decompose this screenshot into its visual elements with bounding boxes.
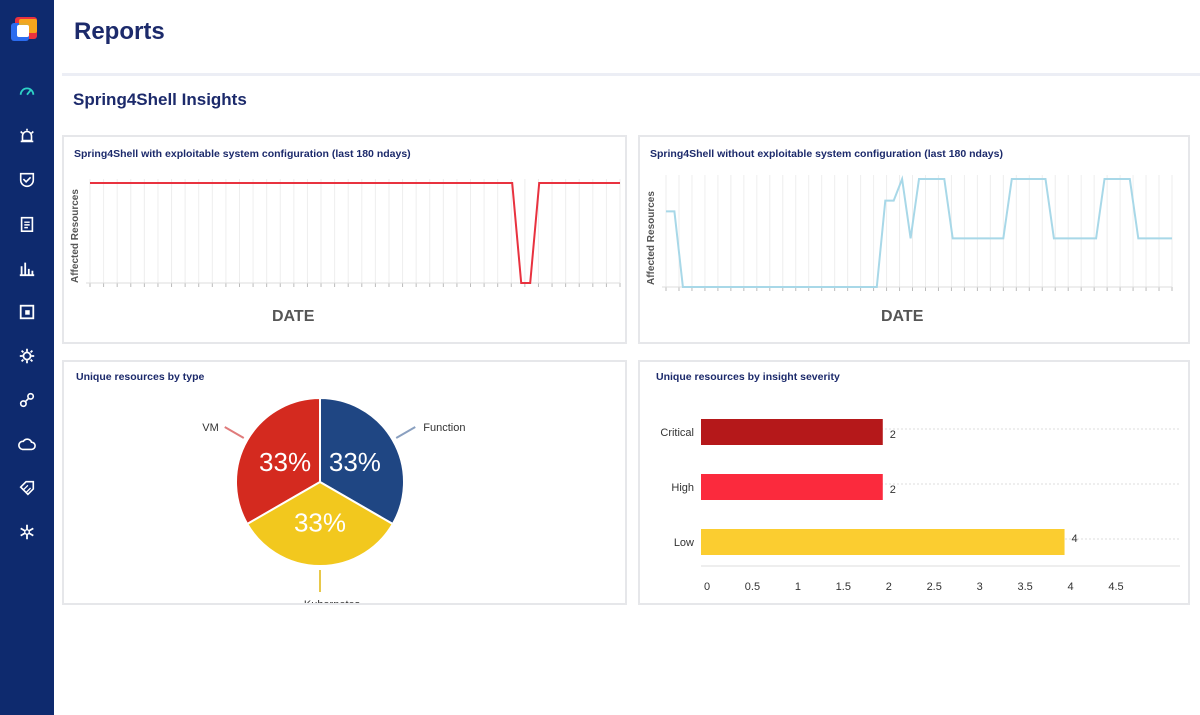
x-tick-label: 0.5 (745, 581, 760, 593)
link-icon (19, 392, 35, 408)
resources-by-type-card: Unique resources by type 33% VM 33% Functio… (62, 360, 627, 605)
gear-icon (19, 348, 35, 364)
non-exploitable-chart-card: Spring4Shell without exploitable system … (638, 135, 1190, 344)
y-axis-label: Affected Resources (70, 189, 81, 283)
non-exploitable-line-chart (662, 175, 1173, 291)
x-tick-label: 4 (1067, 581, 1073, 593)
sidebar-item-alarm[interactable] (14, 123, 40, 149)
bar-value-label: 2 (890, 484, 896, 496)
series-line (666, 175, 1172, 288)
bar-low (701, 529, 1065, 555)
series-line (90, 182, 620, 284)
pie-slice-kubernetes (245, 480, 395, 567)
pie-category-label: Kubernetes (304, 599, 361, 603)
sidebar-item-shield[interactable] (14, 167, 40, 193)
x-tick-label: 3.5 (1017, 581, 1032, 593)
clipboard-icon (20, 216, 34, 233)
bar-category-label: Critical (660, 427, 694, 439)
grid-lines (665, 175, 1173, 291)
x-axis-label: DATE (881, 308, 924, 325)
bar-value-label: 4 (1072, 533, 1078, 545)
cloud-icon (18, 438, 36, 451)
page-header: Reports (54, 0, 1200, 74)
x-tick-label: 2 (886, 581, 892, 593)
sidebar-item-bar-chart[interactable] (14, 255, 40, 281)
sidebar-item-tag[interactable] (14, 475, 40, 501)
resources-by-severity-card: Unique resources by insight severity Cri… (638, 360, 1190, 605)
x-tick-label: 3 (977, 581, 983, 593)
y-axis-label: Affected Resources (646, 191, 657, 285)
sidebar-item-gear[interactable] (14, 343, 40, 369)
bar-chart-icon (19, 262, 35, 277)
header-divider (62, 73, 1200, 76)
card-title: Unique resources by type (76, 371, 205, 383)
sidebar-item-box[interactable] (14, 299, 40, 325)
pie-category-label: VM (202, 422, 219, 434)
pie-slice-vm (235, 396, 321, 526)
asterisk-icon (20, 524, 34, 540)
pie-slice-value-label: 33% (329, 447, 381, 477)
card-title: Spring4Shell without exploitable system … (650, 148, 1003, 160)
sidebar-item-asterisk[interactable] (14, 519, 40, 545)
pie-leader-line (395, 426, 416, 439)
alarm-icon (20, 128, 34, 143)
exploitable-line-chart (86, 179, 621, 287)
x-axis-label: DATE (272, 308, 315, 325)
pie-slice-function (319, 396, 405, 526)
app-logo[interactable] (11, 15, 41, 45)
exploitable-chart-card: Spring4Shell with exploitable system con… (62, 135, 627, 344)
tag-icon (19, 480, 35, 496)
grid-lines (89, 179, 621, 287)
sidebar-item-link[interactable] (14, 387, 40, 413)
x-tick-label: 2.5 (927, 581, 942, 593)
x-tick-label: 1.5 (836, 581, 851, 593)
x-tick-label: 0 (704, 581, 710, 593)
bar-category-label: Low (674, 537, 694, 549)
card-title: Spring4Shell with exploitable system con… (74, 148, 411, 160)
resources-by-severity-bar-chart: Critical 2 High 2 Low 4 0 0.5 1 1.5 2 2.5 3 3.5 4 4.5 (660, 419, 1180, 593)
bar-high (701, 474, 883, 500)
section-title: Spring4Shell Insights (73, 90, 247, 109)
page-title: Reports (74, 18, 165, 45)
bar-value-label: 2 (890, 429, 896, 441)
bar-category-label: High (671, 482, 694, 494)
x-tick-label: 4.5 (1108, 581, 1123, 593)
shield-icon (19, 172, 35, 188)
sidebar (0, 0, 54, 715)
pie-category-label: Function (423, 422, 465, 434)
pie-leader-line (224, 426, 245, 439)
gauge-icon (19, 87, 35, 96)
x-tick-label: 1 (795, 581, 801, 593)
resources-by-type-pie-chart: 33% VM 33% Function 33% Kubernetes (202, 396, 465, 603)
pie-slice-value-label: 33% (259, 447, 311, 477)
bar-critical (701, 419, 883, 445)
pie-slice-value-label: 33% (294, 507, 346, 537)
sidebar-item-clipboard[interactable] (14, 211, 40, 237)
sidebar-item-gauge[interactable] (14, 79, 40, 105)
box-icon (19, 304, 35, 320)
sidebar-item-cloud[interactable] (14, 431, 40, 457)
card-title: Unique resources by insight severity (656, 371, 840, 383)
